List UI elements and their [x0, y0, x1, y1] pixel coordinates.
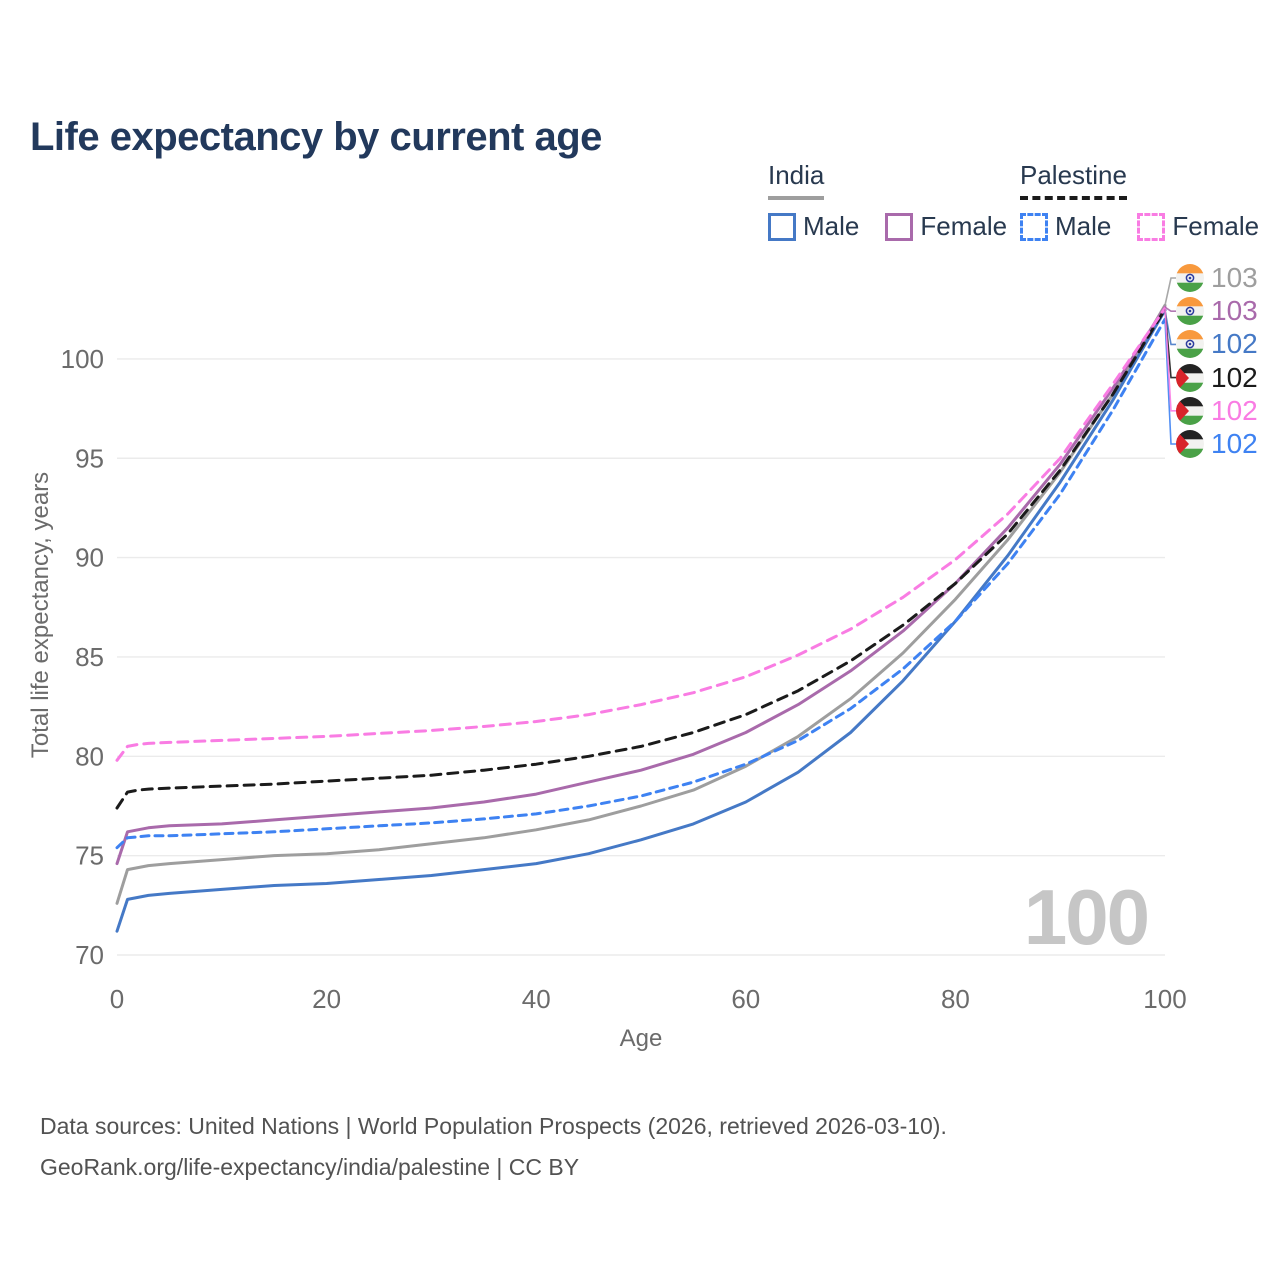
y-tick-label: 85 — [75, 642, 104, 672]
x-axis-title: Age — [620, 1025, 663, 1052]
page-title: Life expectancy by current age — [30, 114, 602, 159]
x-tick-label: 0 — [110, 984, 124, 1014]
series-line-india-female[interactable] — [115, 305, 1167, 866]
series-line-india-male[interactable] — [115, 308, 1167, 933]
palestine-female-swatch-icon — [1137, 212, 1166, 241]
leader-line-palestine-female — [1164, 308, 1176, 412]
series-line-india-total[interactable] — [115, 303, 1167, 905]
legend-group-palestine: Palestine Male Female — [1020, 160, 1259, 242]
legend-label: Female — [1172, 211, 1260, 241]
x-tick-label: 80 — [941, 984, 970, 1014]
legend-item-india-male[interactable]: Male — [768, 211, 859, 242]
x-tick-label: 40 — [522, 984, 551, 1014]
leader-line-india-male — [1164, 310, 1176, 346]
y-axis-title: Total life expectancy, years — [27, 472, 54, 758]
attribution-line: GeoRank.org/life-expectancy/india/palest… — [40, 1154, 580, 1181]
y-tick-label: 95 — [75, 443, 104, 473]
legend-label: Male — [1055, 211, 1112, 241]
legend-heading-palestine: Palestine — [1020, 160, 1127, 200]
y-tick-label: 75 — [75, 841, 104, 871]
leader-line-palestine-male — [1164, 319, 1176, 445]
legend-items-india: Male Female — [768, 211, 1007, 242]
series-line-palestine-female[interactable] — [115, 306, 1167, 762]
x-tick-label: 60 — [731, 984, 760, 1014]
legend-label: Male — [803, 211, 860, 241]
y-tick-label: 80 — [75, 741, 104, 771]
age-watermark: 100 — [1023, 873, 1150, 961]
series-line-palestine-male[interactable] — [115, 317, 1167, 850]
x-tick-label: 100 — [1143, 984, 1186, 1014]
legend-item-palestine-male[interactable]: Male — [1020, 211, 1111, 242]
leader-line-india-total — [1164, 277, 1176, 306]
x-tick-label: 20 — [312, 984, 341, 1014]
india-male-swatch-icon — [768, 212, 796, 241]
legend-label: Female — [920, 211, 1008, 241]
legend-group-india: India Male Female — [768, 160, 1007, 242]
y-tick-label: 90 — [75, 543, 104, 573]
leader-line-india-female — [1164, 306, 1176, 313]
y-tick-label: 70 — [75, 940, 104, 970]
source-footer: Data sources: United Nations | World Pop… — [40, 1106, 947, 1189]
legend-item-palestine-female[interactable]: Female — [1137, 211, 1259, 242]
series-line-palestine-total[interactable] — [115, 307, 1167, 810]
data-sources-line: Data sources: United Nations | World Pop… — [40, 1113, 947, 1139]
palestine-male-swatch-icon — [1020, 212, 1048, 241]
y-tick-label: 100 — [61, 344, 104, 374]
legend-items-palestine: Male Female — [1020, 211, 1259, 242]
legend-heading-india: India — [768, 160, 825, 200]
legend-item-india-female[interactable]: Female — [885, 211, 1007, 242]
india-female-swatch-icon — [885, 212, 914, 241]
